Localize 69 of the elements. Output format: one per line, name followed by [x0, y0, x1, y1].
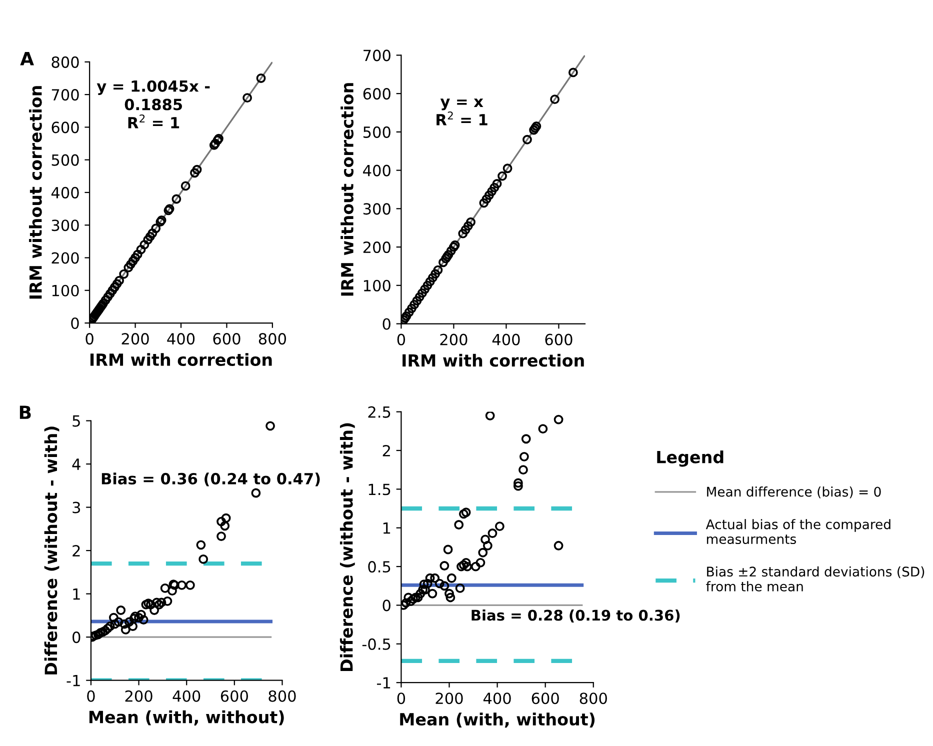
x-tick-label: 600 [532, 692, 559, 704]
y-tick-label: 600 [52, 122, 79, 134]
x-tick-label: 0 [87, 690, 95, 702]
y-tick-label: -0.5 [362, 638, 390, 650]
y-axis-title: Difference (without - with) [44, 426, 60, 674]
x-tick-label: 800 [580, 692, 607, 704]
legend-label: Mean difference (bias) = 0 [707, 486, 881, 498]
y-tick-label: 1 [383, 522, 390, 534]
x-tick-label: 0 [86, 333, 94, 345]
x-tick-label: 600 [220, 690, 248, 702]
x-tick-label: 200 [440, 334, 468, 346]
text: A [20, 52, 34, 66]
x-tick-label: 200 [122, 333, 149, 345]
y-tick-label: 100 [364, 280, 390, 292]
y-tick-label: 200 [52, 252, 79, 264]
x-tick-label: 600 [545, 334, 572, 346]
y-axis-title: Difference (without - with) [340, 423, 355, 671]
y-tick-label: 0 [71, 317, 79, 330]
annotation: y = 1.0045x - 0.1885 R$^{2}$ = 1 [96, 80, 210, 128]
x-tick-label: 0 [397, 334, 406, 346]
y-tick-label: -1 [66, 675, 80, 686]
y-tick-label: 300 [52, 220, 79, 232]
x-tick-label: 0 [397, 692, 406, 704]
y-tick-label: 4 [72, 458, 80, 470]
x-axis-title: IRM with correction [90, 353, 272, 366]
annotation: Bias = 0.28 (0.19 to 0.36) [472, 609, 680, 622]
x-axis-title: IRM with correction [402, 354, 584, 367]
x-tick-label: 200 [436, 692, 463, 704]
y-axis-title: IRM without correction [29, 86, 42, 299]
y-tick-label: 0.5 [368, 561, 390, 573]
y-tick-label: 400 [363, 164, 390, 176]
legend-title: Legend [657, 450, 724, 467]
y-tick-label: 500 [52, 154, 79, 166]
x-tick-label: 800 [258, 333, 286, 345]
x-tick-label: 400 [492, 334, 520, 346]
y-tick-label: 700 [364, 50, 390, 62]
y-tick-label: 0 [382, 600, 390, 612]
y-tick-label: -1 [376, 677, 390, 688]
y-tick-label: 700 [52, 89, 79, 101]
y-axis-title: IRM without correction [340, 83, 354, 296]
text: B [20, 406, 31, 419]
x-tick-label: 400 [172, 690, 200, 702]
y-tick-label: 2 [72, 545, 80, 556]
y-tick-label: 1 [73, 588, 80, 600]
annotation: Bias = 0.36 (0.24 to 0.47) [102, 472, 320, 486]
x-axis-title: Mean (with, without) [89, 710, 284, 726]
y-tick-label: 5 [72, 415, 80, 427]
y-tick-label: 2 [382, 444, 390, 456]
x-tick-label: 400 [167, 333, 195, 345]
y-tick-label: 200 [363, 242, 390, 254]
x-tick-label: 400 [483, 692, 511, 704]
legend-label: Bias ±2 standard deviations (SD) from the mean [706, 566, 924, 592]
y-tick-label: 2.5 [368, 406, 390, 418]
y-tick-label: 100 [52, 284, 79, 296]
y-tick-label: 0 [72, 632, 80, 644]
y-tick-label: 0 [382, 318, 390, 330]
y-tick-label: 3 [72, 502, 80, 514]
annotation: y = x R$^{2}$ = 1 [436, 98, 488, 126]
y-tick-label: 1.5 [368, 484, 390, 496]
y-tick-label: 300 [363, 203, 390, 215]
y-tick-label: 600 [363, 88, 390, 100]
y-tick-label: 500 [363, 126, 390, 138]
legend-label: Actual bias of the compared measurments [706, 519, 890, 544]
x-axis-title: Mean (with, without) [400, 712, 595, 728]
y-tick-label: 800 [52, 56, 79, 68]
x-tick-label: 200 [125, 690, 152, 702]
x-tick-label: 600 [213, 333, 240, 345]
x-tick-label: 800 [268, 690, 296, 702]
y-tick-label: 400 [51, 186, 79, 198]
